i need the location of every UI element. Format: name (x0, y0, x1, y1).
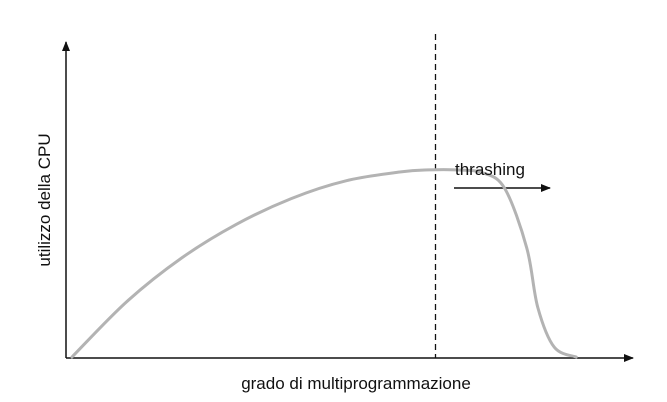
thrashing-label: thrashing (455, 160, 525, 179)
y-axis-label: utilizzo della CPU (35, 133, 54, 266)
cpu-utilization-curve (70, 168, 578, 359)
x-axis-label: grado di multiprogrammazione (241, 374, 471, 393)
